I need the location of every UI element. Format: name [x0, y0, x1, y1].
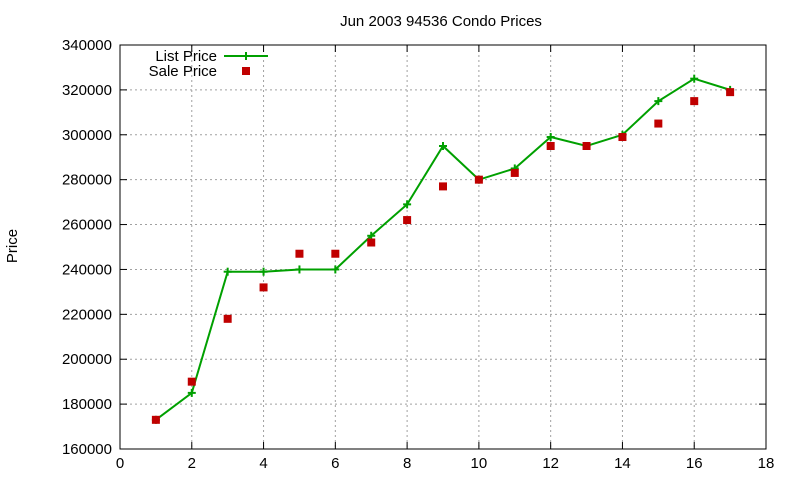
y-tick-label: 220000 [62, 306, 112, 323]
sale-price-point [367, 238, 376, 247]
sale-price-point [474, 175, 483, 184]
list-price-point [439, 142, 447, 150]
list-price-point [331, 265, 340, 274]
y-tick-label: 280000 [62, 172, 112, 189]
sale-price-point [259, 283, 268, 292]
list-price-point [367, 231, 376, 240]
x-tick-label: 6 [331, 455, 339, 472]
sale-price-point [295, 249, 304, 258]
list-price-point [259, 267, 268, 276]
sale-price-point [331, 249, 340, 258]
list-price-line [155, 77, 731, 421]
y-tick-label: 340000 [62, 37, 112, 54]
x-tick-label: 14 [614, 455, 631, 472]
x-tick-label: 12 [542, 455, 559, 472]
sale-price-point [403, 216, 412, 225]
list-price-point [403, 200, 412, 209]
y-tick-label: 320000 [62, 82, 112, 99]
y-tick-label: 260000 [62, 217, 112, 234]
y-tick-label: 200000 [62, 351, 112, 368]
list-price-point [690, 74, 699, 83]
sale-price-point [582, 142, 591, 150]
sale-price-point [546, 142, 555, 150]
plot-frame [119, 44, 767, 450]
sale-price-point [654, 119, 663, 128]
sale-price-point [618, 133, 627, 142]
list-price-point [187, 388, 196, 397]
sale-price-point [187, 377, 196, 386]
y-tick-label: 180000 [62, 396, 112, 413]
x-tick-label: 18 [758, 455, 775, 472]
x-tick-label: 2 [188, 455, 196, 472]
y-tick-label: 160000 [62, 441, 112, 458]
y-tick-label: 300000 [62, 127, 112, 144]
sale-price-point [726, 88, 735, 97]
legend-swatch-sale-point [242, 67, 250, 75]
list-price-point [223, 267, 232, 276]
sale-price-point [510, 168, 519, 177]
x-tick-label: 10 [471, 455, 488, 472]
sale-price-point [151, 415, 160, 424]
list-price-point [654, 97, 663, 106]
axes [119, 44, 767, 450]
legend-label-sale-price: Sale Price [149, 63, 217, 80]
x-tick-label: 16 [686, 455, 703, 472]
sale-price-point [439, 182, 447, 191]
chart-title: Jun 2003 94536 Condo Prices [340, 13, 542, 30]
y-tick-label: 240000 [62, 261, 112, 278]
legend-label-list-price: List Price [155, 48, 217, 65]
ticks: 0 2 4 6 8 10 12 14 16 18 160000 180000 200000 220000 2… [62, 37, 774, 472]
sale-price-point [223, 314, 232, 323]
x-tick-label: 8 [403, 455, 411, 472]
y-axis-label: Price [4, 229, 21, 263]
list-price-point [546, 133, 555, 142]
list-price-point [295, 265, 304, 274]
x-tick-label: 4 [259, 455, 267, 472]
sale-price-point [690, 97, 699, 106]
x-tick-label: 0 [116, 455, 124, 472]
series-layer [151, 74, 735, 424]
grid [120, 45, 766, 449]
